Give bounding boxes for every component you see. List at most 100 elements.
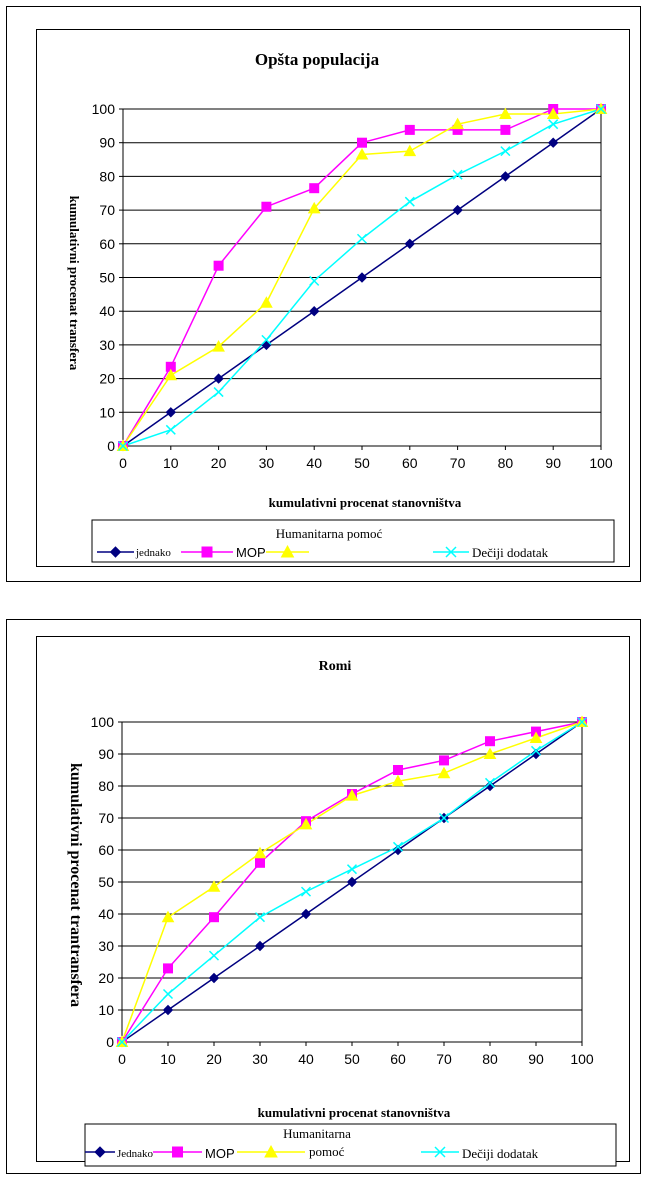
y-tick-label: 60 <box>99 236 115 252</box>
data-point-dečiji-dodatak <box>346 864 358 875</box>
y-tick-label: 100 <box>91 714 115 730</box>
x-axis-label: kumulativni procenat stanovništva <box>269 495 462 510</box>
y-tick-label: 50 <box>99 270 115 286</box>
legend-label-dečiji-dodatak: Dečiji dodatak <box>462 1146 539 1161</box>
x-tick-label: 80 <box>482 1051 498 1067</box>
x-tick-label: 0 <box>118 1051 126 1067</box>
y-axis-label: kumulativni procenat transfera <box>67 196 82 371</box>
data-point-series-2 <box>212 340 225 352</box>
data-point-jednako <box>213 373 224 384</box>
data-point-mop <box>439 755 449 766</box>
data-point-jednako <box>300 908 312 920</box>
x-tick-label: 70 <box>450 455 466 471</box>
y-tick-label: 90 <box>99 135 115 151</box>
data-point-dečiji-dodatak <box>208 950 220 961</box>
y-tick-label: 40 <box>99 303 115 319</box>
data-point-dečiji-dodatak <box>162 988 174 1000</box>
data-point-series-2 <box>260 296 273 308</box>
x-tick-label: 80 <box>498 455 514 471</box>
legend-label-pomoć: pomoć <box>309 1144 345 1159</box>
x-tick-label: 50 <box>354 455 370 471</box>
data-point-jednako <box>162 1004 174 1016</box>
data-point-dečiji-dodatak <box>548 119 559 130</box>
data-point-dečiji-dodatak <box>484 777 496 788</box>
legend-marker-series-2 <box>280 544 295 558</box>
x-tick-label: 50 <box>344 1051 360 1067</box>
x-tick-label: 60 <box>402 455 418 471</box>
data-point-dečiji-dodatak <box>117 440 129 452</box>
y-tick-label: 70 <box>98 810 114 826</box>
x-tick-label: 40 <box>298 1051 314 1067</box>
y-tick-label: 30 <box>98 938 114 954</box>
data-point-mop <box>163 963 173 974</box>
data-point-mop <box>485 736 495 747</box>
data-point-pomoć <box>207 880 221 892</box>
y-tick-label: 80 <box>99 168 115 184</box>
x-tick-label: 40 <box>306 455 322 471</box>
data-point-pomoć <box>391 774 405 787</box>
data-point-jednako <box>346 876 358 888</box>
data-point-mop <box>404 124 415 135</box>
y-tick-label: 0 <box>107 438 115 454</box>
x-tick-label: 10 <box>160 1051 176 1067</box>
data-point-mop <box>213 260 224 271</box>
x-tick-label: 30 <box>252 1051 268 1067</box>
chart-1-svg: Opšta populacija kumulativni procenat tr… <box>67 50 615 563</box>
data-point-mop <box>209 912 219 923</box>
data-point-series-2 <box>164 368 178 381</box>
y-axis-label: kumulativni procenat trantransfera <box>67 763 84 1007</box>
chart-area-1 <box>36 29 630 567</box>
legend-marker-mop <box>201 546 213 558</box>
data-point-jednako <box>356 272 368 283</box>
legend-label-mop: MOP <box>205 1146 235 1161</box>
data-point-dečiji-dodatak <box>595 103 607 115</box>
chart-frame-2: Romi kumulativni procenat trantransfera … <box>6 619 641 1174</box>
y-tick-label: 0 <box>106 1034 114 1050</box>
legend-caption: Humanitarna pomoć <box>276 526 383 541</box>
data-point-dečiji-dodatak <box>404 196 415 207</box>
data-point-jednako <box>392 844 404 856</box>
data-point-series-2 <box>499 107 512 120</box>
y-tick-label: 10 <box>98 1002 114 1018</box>
legend-box <box>84 1123 617 1167</box>
data-point-mop <box>255 857 265 868</box>
data-point-series-2 <box>546 107 560 120</box>
data-point-jednako <box>484 780 496 792</box>
x-tick-label: 90 <box>545 455 561 471</box>
data-point-series-2 <box>403 144 417 157</box>
data-point-dečiji-dodatak <box>309 275 320 286</box>
data-point-jednako <box>500 171 511 182</box>
data-point-dečiji-dodatak <box>261 334 272 345</box>
x-tick-label: 100 <box>570 1051 594 1067</box>
data-point-dečiji-dodatak <box>500 146 511 157</box>
data-point-mop <box>393 765 403 775</box>
data-point-series-2 <box>307 201 321 214</box>
data-point-jednako <box>404 238 416 250</box>
x-axis-label: kumulativni procenat stanovništva <box>258 1105 451 1120</box>
y-tick-label: 30 <box>99 337 115 353</box>
legend-box <box>91 519 615 563</box>
legend-marker-pomoć <box>264 1144 278 1158</box>
x-tick-label: 20 <box>206 1051 222 1067</box>
data-point-dečiji-dodatak <box>213 387 224 398</box>
legend-items-1 <box>97 544 469 558</box>
data-point-series-2 <box>451 117 464 130</box>
data-point-dečiji-dodatak <box>254 912 266 923</box>
legend-label-mop: MOP <box>236 545 266 560</box>
y-tick-label: 100 <box>92 101 116 117</box>
legend-marker-jednako <box>94 1146 106 1158</box>
x-tick-label: 60 <box>390 1051 406 1067</box>
data-point-pomoć <box>483 747 497 759</box>
x-tick-label: 0 <box>119 455 127 471</box>
legend-marker-dečiji-dodatak <box>445 546 457 558</box>
data-point-mop <box>500 124 511 135</box>
y-tick-label: 10 <box>99 404 115 420</box>
y-tick-label: 40 <box>98 906 114 922</box>
x-tick-label: 100 <box>589 455 613 471</box>
y-tick-label: 90 <box>98 746 114 762</box>
data-point-mop <box>357 137 367 148</box>
y-tick-label: 20 <box>99 371 115 387</box>
data-point-dečiji-dodatak <box>165 424 176 435</box>
x-tick-label: 30 <box>259 455 275 471</box>
data-point-dečiji-dodatak <box>356 233 368 244</box>
